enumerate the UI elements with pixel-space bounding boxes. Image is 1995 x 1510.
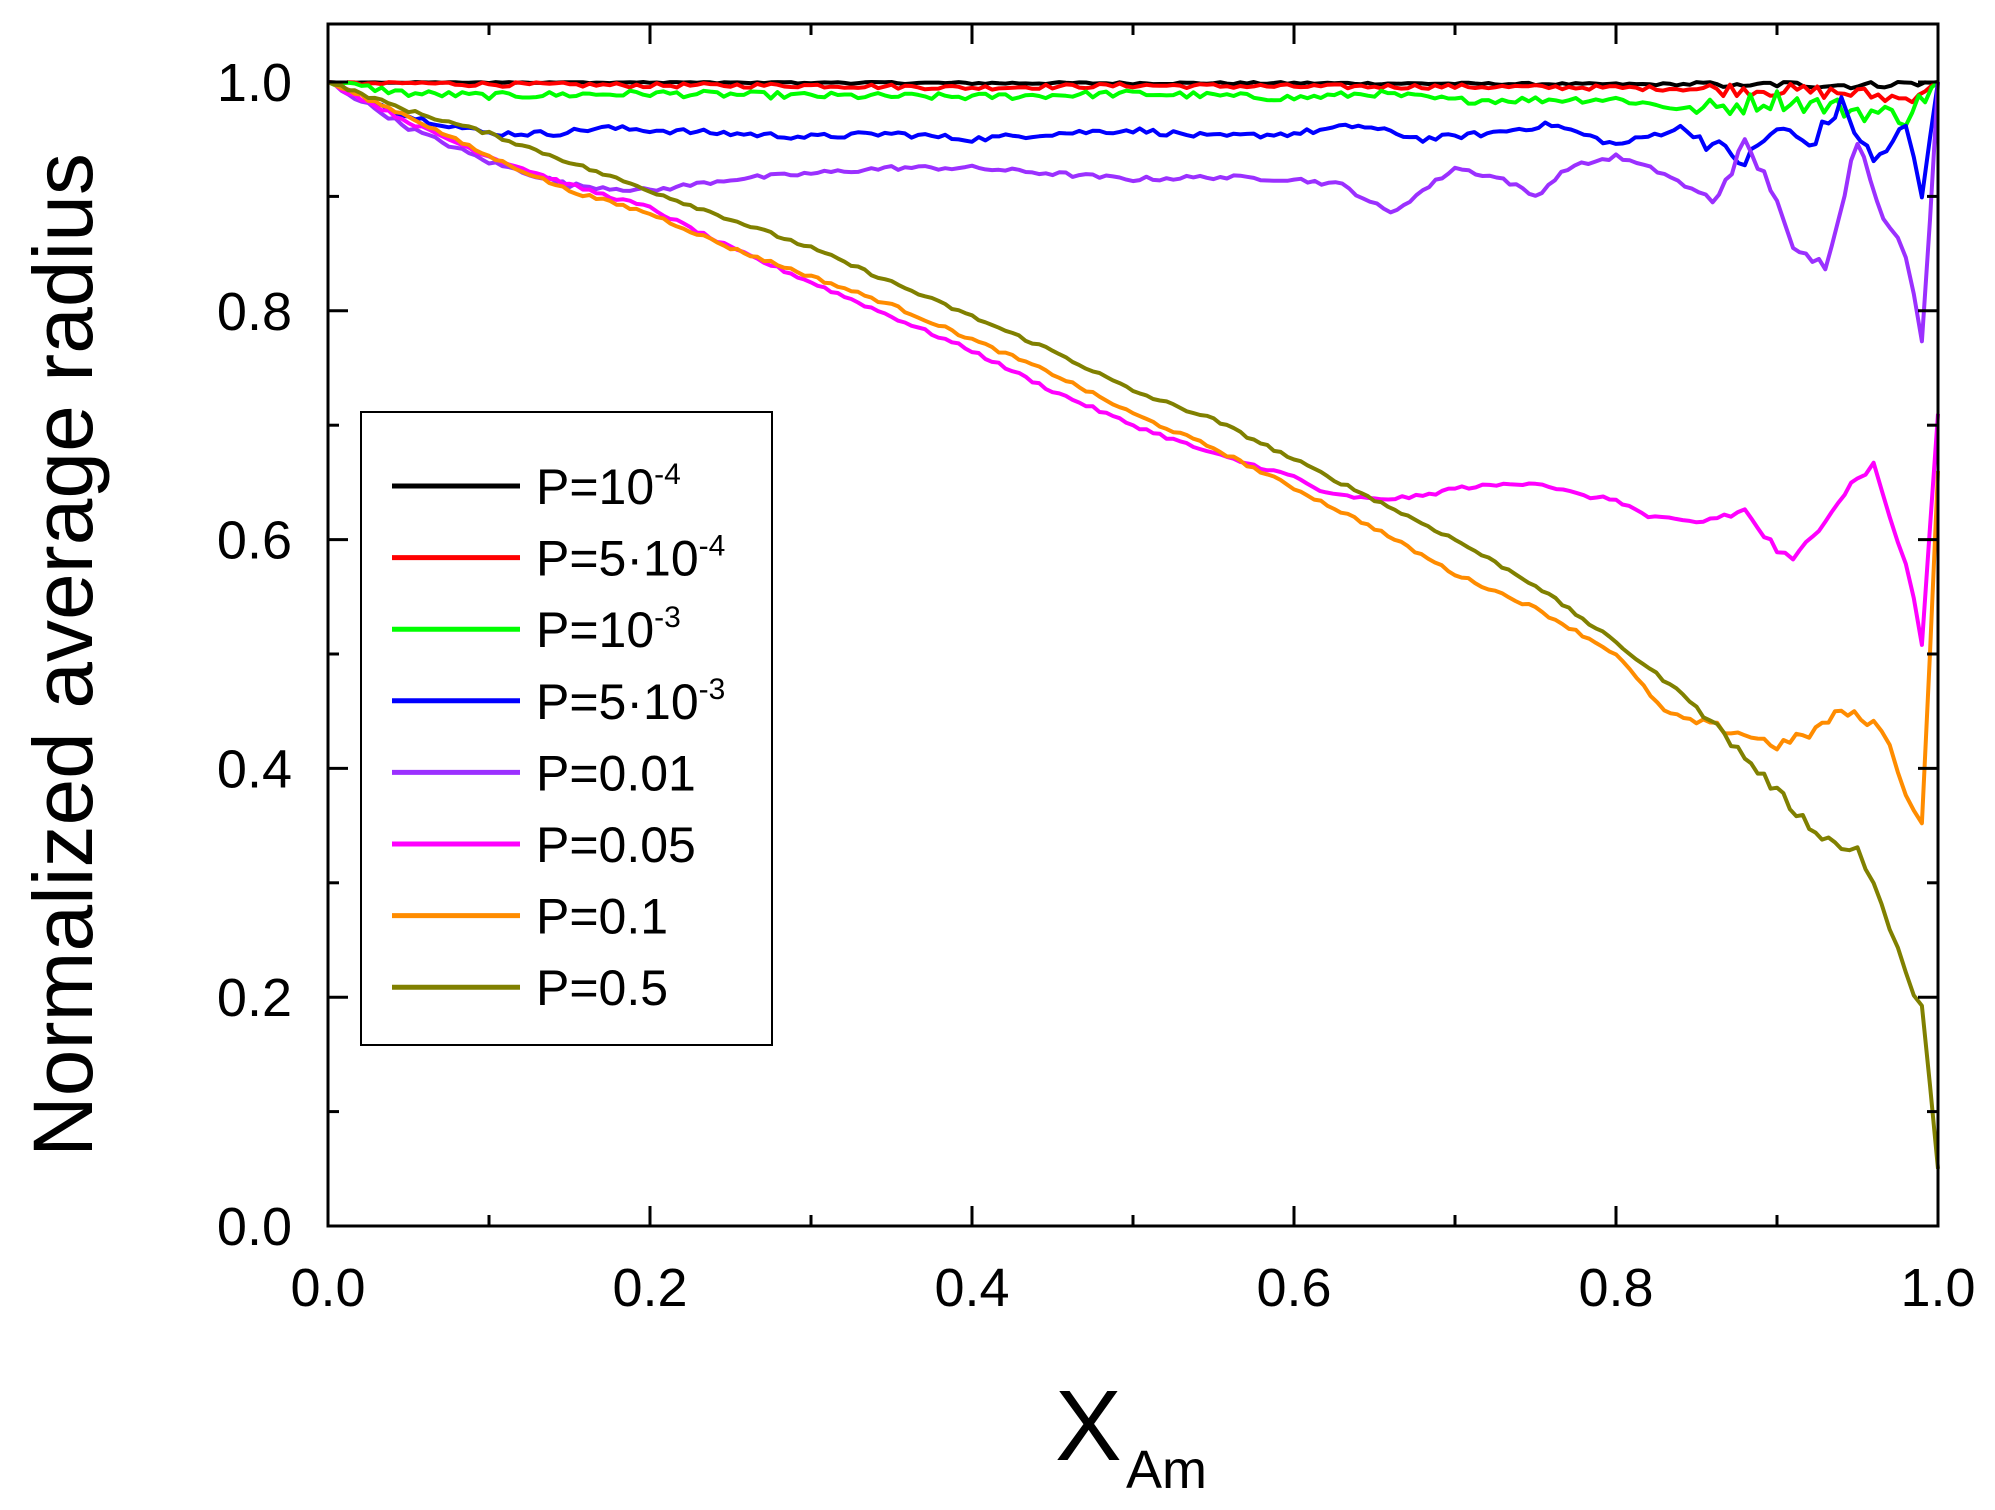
legend-label-4: P=0.01 [536,745,696,801]
y-tick-label: 0.2 [217,968,292,1028]
y-axis-title: Normalized average radius [16,153,110,1157]
x-tick-label: 1.0 [1900,1258,1975,1318]
y-tick-label: 0.0 [217,1197,292,1257]
legend-label-6: P=0.1 [536,889,668,945]
axes-layer [326,22,1940,1228]
y-tick-label: 0.4 [217,739,292,799]
series-line-4 [327,80,1940,344]
legend-label-3: P=5·10-3 [536,673,725,730]
legend-label-exponent: -3 [699,673,726,706]
series-line-0 [327,80,1939,91]
x-tick-label: 0.4 [934,1258,1009,1318]
labels-layer: 0.0 0.2 0.4 0.6 0.8 1.0 0.0 0.2 0.4 0.6 0.8 1.0 X Am N… [16,53,1976,1500]
legend-label-exponent: -3 [654,601,681,634]
series-line-1 [327,80,1940,105]
legend-label-1: P=5·10-4 [536,530,725,587]
x-tick-label: 0.0 [290,1258,365,1318]
legend-label-5: P=0.05 [536,817,696,873]
x-tick-label: 0.2 [612,1258,687,1318]
x-axis-title: X [1055,1370,1122,1482]
series-line-2 [327,80,1940,128]
series-line-3 [327,80,1940,200]
legend-label-7: P=0.5 [536,960,668,1016]
x-tick-label: 0.8 [1578,1258,1653,1318]
legend-label-exponent: -4 [654,458,681,491]
series-line-5 [327,80,1940,647]
legend-box [360,411,773,1046]
series-line-6 [327,80,1940,826]
series-line-7 [327,80,1940,1169]
legend-label-0: P=10-4 [536,458,681,515]
y-tick-label: 1.0 [217,53,292,113]
y-tick-label: 0.8 [217,282,292,342]
series-layer [327,80,1940,1169]
y-tick-label: 0.6 [217,511,292,571]
x-tick-label: 0.6 [1256,1258,1331,1318]
x-axis-title-subscript: Am [1126,1440,1207,1500]
legend-label-exponent: -4 [699,530,726,563]
legend: P=10-4P=5·10-4P=10-3P=5·10-3P=0.01P=0.05… [360,411,773,1046]
